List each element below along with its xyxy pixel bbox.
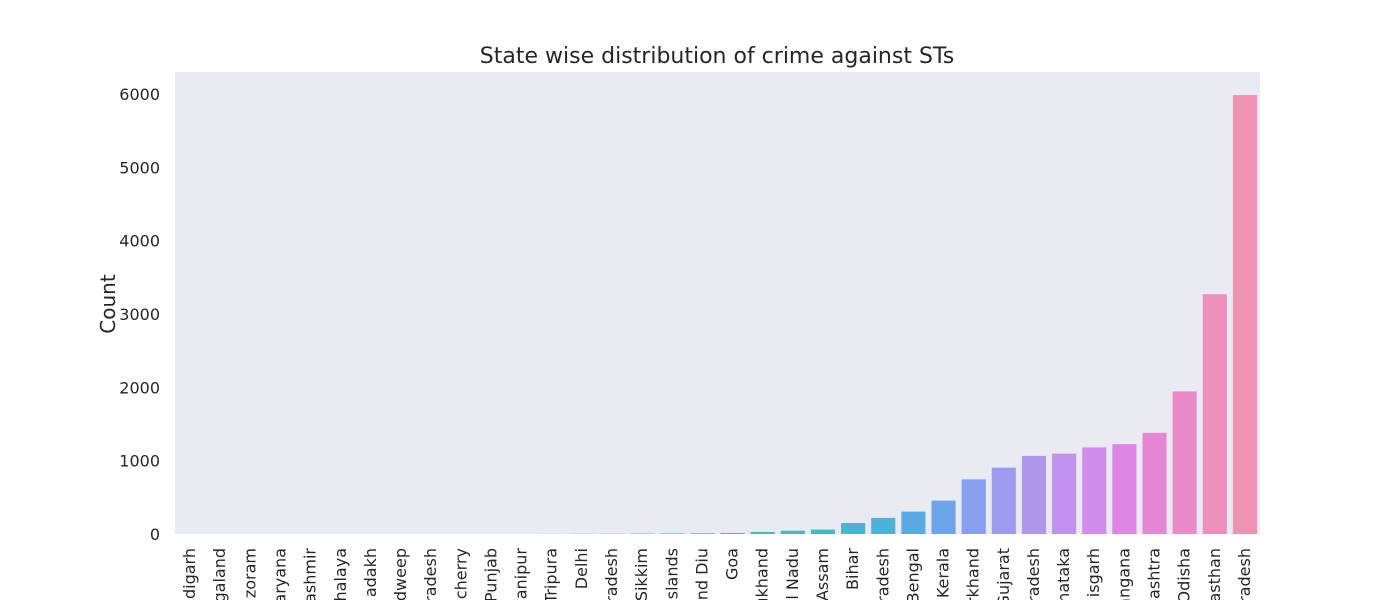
x-tick-label-21: Assam [813, 548, 832, 600]
bar-24 [901, 511, 926, 534]
x-tick-label-6: adakh [361, 548, 380, 597]
bar-35 [1232, 95, 1257, 534]
bar-26 [961, 479, 986, 534]
x-tick-label-30: isgarh [1084, 548, 1103, 597]
x-tick-label-1: galand [210, 548, 229, 600]
y-tick-label-3: 3000 [119, 305, 160, 324]
x-tick-label-23: radesh [873, 548, 892, 600]
bar-28 [1021, 455, 1047, 534]
bars-group [539, 95, 1257, 534]
x-tick-label-26: rkhand [964, 548, 983, 600]
chart-title: State wise distribution of crime against… [480, 44, 954, 69]
bar-23 [871, 517, 896, 534]
y-tick-label-5: 5000 [119, 158, 160, 177]
bar-34 [1202, 294, 1227, 534]
bar-16 [660, 533, 685, 534]
x-tick-label-18: Goa [723, 548, 742, 580]
x-tick-label-9: cherry [451, 548, 470, 599]
x-tick-label-16: Islands [662, 548, 681, 600]
y-tick-label-6: 6000 [119, 85, 160, 104]
x-tick-label-8: radesh [421, 548, 440, 600]
y-tick-label-1: 1000 [119, 452, 160, 471]
bar-18 [720, 532, 745, 534]
bar-32 [1142, 432, 1167, 534]
x-tick-label-28: radesh [1024, 548, 1043, 600]
bar-19 [750, 531, 775, 534]
bar-31 [1112, 444, 1137, 534]
x-tick-label-12: Tripura [542, 548, 561, 600]
x-tick-label-0: ndigarh [180, 548, 199, 600]
x-tick-label-4: ashmir [301, 548, 320, 600]
x-tick-label-17: and Diu [692, 548, 711, 600]
y-axis-label: Count [96, 274, 120, 334]
y-tick-label-2: 2000 [119, 378, 160, 397]
x-tick-label-34: asthan [1205, 548, 1224, 600]
x-tick-label-29: nataka [1054, 548, 1073, 600]
y-tick-label-0: 0 [150, 525, 160, 544]
y-axis-ticks: 0 1000 2000 3000 4000 5000 6000 [119, 85, 160, 544]
x-tick-label-11: lanipur [512, 548, 531, 600]
x-tick-label-5: halaya [331, 548, 350, 600]
x-tick-label-19: ukhand [753, 548, 772, 600]
x-axis-ticks: ndigarh galand zoram aryana ashmir halaya adak… [180, 548, 1254, 600]
x-tick-label-10: Punjab [481, 548, 500, 600]
bar-30 [1082, 447, 1107, 534]
x-tick-label-33: Odisha [1175, 548, 1194, 600]
bar-29 [1052, 453, 1077, 534]
x-tick-label-35: radesh [1235, 548, 1254, 600]
x-tick-label-32: ashtra [1145, 548, 1164, 599]
bar-20 [780, 530, 805, 534]
x-tick-label-2: zoram [240, 548, 259, 598]
x-tick-label-22: Bihar [843, 548, 862, 590]
x-tick-label-20: il Nadu [783, 548, 802, 600]
bar-33 [1172, 391, 1197, 534]
x-tick-label-14: radesh [602, 548, 621, 600]
bar-27 [991, 467, 1016, 534]
x-tick-label-25: Kerala [934, 548, 953, 598]
x-tick-label-7: dweep [391, 548, 410, 600]
bar-17 [690, 533, 715, 534]
x-tick-label-13: Delhi [572, 548, 591, 589]
bar-22 [841, 523, 866, 534]
x-tick-label-31: angana [1114, 548, 1133, 600]
y-tick-label-4: 4000 [119, 232, 160, 251]
x-tick-label-27: Gujarat [994, 548, 1013, 600]
x-tick-label-15: Sikkim [632, 548, 651, 600]
x-tick-label-3: aryana [270, 548, 289, 600]
plot-area [175, 72, 1260, 534]
bar-21 [810, 529, 836, 534]
x-tick-label-24: Bengal [903, 548, 922, 600]
bar-25 [931, 500, 956, 534]
